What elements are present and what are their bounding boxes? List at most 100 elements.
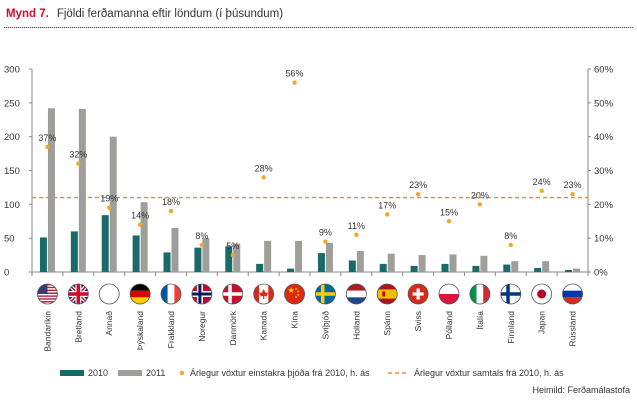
growth-label: 11% bbox=[348, 221, 365, 231]
x-category-label: Þýskaland bbox=[135, 311, 145, 350]
legend-label-2010: 2010 bbox=[88, 368, 108, 378]
bar-2011 bbox=[233, 243, 241, 272]
growth-dot bbox=[446, 219, 452, 224]
growth-dot bbox=[477, 202, 483, 207]
y2-tick-label: 10% bbox=[594, 234, 614, 245]
bar-2011 bbox=[356, 251, 364, 272]
x-category-label: Ítalía bbox=[475, 311, 485, 330]
legend-label-2011: 2011 bbox=[146, 368, 165, 378]
growth-dot bbox=[539, 188, 544, 193]
y-tick-label-left: 200 bbox=[4, 132, 20, 143]
growth-dot bbox=[261, 175, 266, 180]
figure-title: Fjöldi ferðamanna eftir löndum (í þúsund… bbox=[56, 8, 284, 20]
growth-label: 8% bbox=[195, 231, 208, 241]
bar-2011 bbox=[511, 261, 519, 272]
growth-label: 37% bbox=[38, 133, 56, 143]
ca-flag bbox=[253, 283, 275, 305]
bar-2011 bbox=[264, 240, 272, 272]
bar-2011 bbox=[542, 261, 550, 272]
legend-label-growth-dot: Árlegur vöxtur einstakra þjóða frá 2010,… bbox=[190, 368, 370, 378]
bar-2011 bbox=[418, 255, 426, 272]
growth-dot bbox=[323, 239, 328, 244]
growth-dot bbox=[168, 208, 174, 214]
growth-dot bbox=[385, 212, 390, 217]
it-flag bbox=[469, 283, 491, 305]
x-category-label: Frakkland bbox=[166, 311, 176, 349]
growth-label: 17% bbox=[378, 200, 396, 210]
other-circle bbox=[98, 283, 120, 305]
bar-2010 bbox=[441, 263, 449, 272]
dk-flag bbox=[222, 283, 244, 305]
growth-dot bbox=[199, 242, 205, 248]
source-note: Heimild: Ferðamálastofa bbox=[532, 385, 630, 395]
growth-label: 9% bbox=[319, 228, 332, 238]
x-category-label: Finnland bbox=[506, 311, 516, 344]
growth-label: 32% bbox=[69, 150, 87, 160]
growth-dot bbox=[230, 252, 235, 258]
x-category-label: Sviss bbox=[413, 311, 423, 331]
growth-label: 15% bbox=[440, 207, 458, 217]
growth-dot bbox=[137, 222, 143, 227]
growth-dot bbox=[292, 80, 297, 85]
de-flag bbox=[129, 283, 151, 305]
bar-2011 bbox=[573, 268, 581, 272]
nl-flag bbox=[345, 283, 367, 305]
bar-2010 bbox=[503, 264, 511, 272]
bar-2010 bbox=[101, 215, 109, 272]
bar-2010 bbox=[70, 231, 78, 272]
y2-tick-label: 60% bbox=[594, 65, 614, 76]
growth-label: 24% bbox=[533, 177, 551, 187]
bar-2011 bbox=[171, 228, 179, 272]
legend-label-overall-line: Árlegur vöxtur samtals frá 2010, h. ás bbox=[414, 368, 564, 378]
growth-dot bbox=[76, 161, 81, 166]
x-category-label: Svíþjóð bbox=[320, 311, 330, 340]
uk-flag bbox=[67, 283, 89, 305]
y2-tick-label: 0% bbox=[594, 268, 608, 279]
y-tick-label-left: 0 bbox=[4, 268, 9, 279]
bar-2010 bbox=[348, 260, 356, 272]
bar-2011 bbox=[140, 202, 148, 272]
x-category-label: Annað bbox=[104, 311, 114, 336]
svg-text:★: ★ bbox=[288, 286, 295, 295]
growth-label: 23% bbox=[409, 180, 427, 190]
bar-2011 bbox=[78, 108, 86, 272]
ch-flag bbox=[407, 283, 429, 305]
growth-dot bbox=[508, 242, 513, 248]
bar-2010 bbox=[256, 263, 264, 272]
no-flag bbox=[191, 283, 213, 305]
bar-2011 bbox=[295, 240, 303, 272]
x-category-label: Kína bbox=[290, 311, 300, 329]
growth-label: 20% bbox=[471, 190, 489, 200]
es-flag bbox=[376, 283, 398, 305]
bar-2011 bbox=[109, 136, 117, 272]
bar-2010 bbox=[132, 235, 140, 272]
bar-2011 bbox=[47, 108, 55, 272]
x-category-label: Danmörk bbox=[228, 310, 238, 345]
se-flag bbox=[315, 283, 336, 305]
growth-dot bbox=[570, 191, 575, 197]
growth-label: 14% bbox=[131, 211, 149, 221]
bar-2011 bbox=[480, 255, 488, 272]
x-category-label: Kanada bbox=[259, 311, 269, 341]
bar-2010 bbox=[379, 263, 387, 272]
bar-2010 bbox=[565, 269, 573, 272]
growth-label: 19% bbox=[100, 194, 118, 204]
x-category-label: Bandaríkin bbox=[42, 311, 52, 352]
y2-tick-label: 30% bbox=[594, 166, 614, 177]
fi-flag bbox=[500, 283, 522, 305]
bar-2011 bbox=[202, 238, 210, 272]
growth-label: 28% bbox=[255, 163, 273, 173]
growth-label: 5% bbox=[226, 241, 239, 251]
y-tick-label-left: 50 bbox=[4, 234, 15, 245]
y2-tick-label: 20% bbox=[594, 200, 614, 211]
bar-2010 bbox=[410, 265, 418, 272]
bar-2010 bbox=[39, 237, 47, 272]
legend-swatch-2010 bbox=[60, 370, 84, 376]
x-category-label: Pólland bbox=[444, 311, 454, 340]
bar-2011 bbox=[325, 242, 333, 272]
ru-flag bbox=[562, 283, 583, 305]
x-category-label: Spánn bbox=[382, 311, 392, 336]
header-divider bbox=[4, 27, 633, 28]
us-flag bbox=[37, 283, 58, 305]
growth-dot bbox=[45, 144, 50, 150]
